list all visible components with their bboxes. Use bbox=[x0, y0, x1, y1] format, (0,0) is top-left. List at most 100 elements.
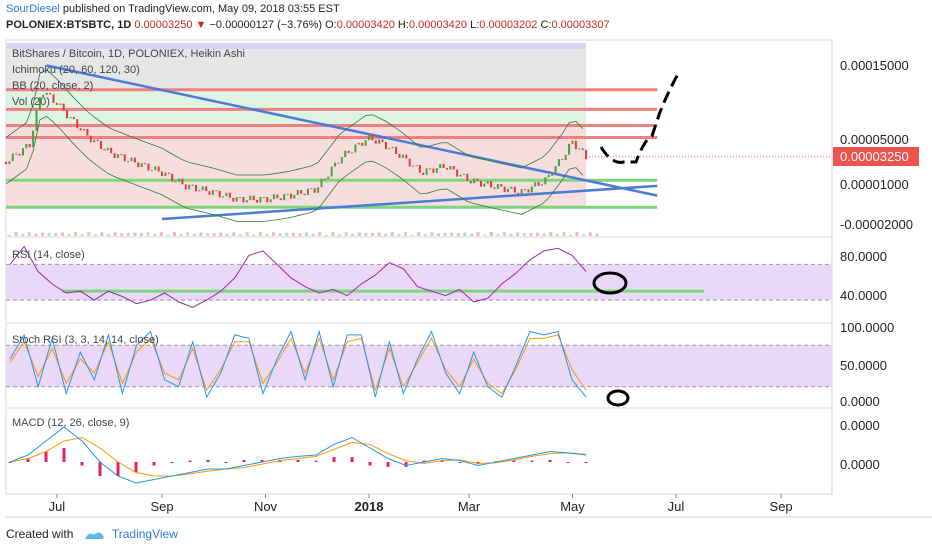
candle bbox=[334, 162, 337, 167]
macd-histogram-bar bbox=[80, 462, 84, 466]
volume-bar bbox=[542, 233, 546, 236]
candle bbox=[310, 188, 313, 190]
candle bbox=[483, 183, 486, 187]
volume-bar bbox=[549, 232, 553, 236]
volume-bar bbox=[232, 232, 236, 236]
volume-bar bbox=[351, 233, 355, 236]
price-tick-3: 0.00001000 bbox=[840, 177, 909, 192]
volume-bar bbox=[113, 232, 117, 236]
candle bbox=[140, 163, 143, 168]
time-tick-label: Mar bbox=[458, 499, 481, 514]
macd-pane bbox=[8, 426, 588, 484]
macd-histogram-bar bbox=[530, 460, 534, 462]
candle bbox=[581, 148, 584, 150]
volume-bar bbox=[212, 233, 216, 236]
candle bbox=[422, 172, 425, 175]
candle bbox=[120, 154, 123, 156]
volume-bar bbox=[463, 232, 467, 236]
volume-bar bbox=[225, 233, 229, 236]
price-tick-2: 0.00005000 bbox=[840, 132, 909, 147]
candle bbox=[344, 150, 347, 158]
candle bbox=[266, 197, 269, 203]
candle bbox=[113, 153, 116, 159]
candle bbox=[459, 174, 462, 177]
candle bbox=[106, 147, 109, 151]
candle bbox=[110, 147, 113, 154]
tradingview-brand[interactable]: TradingView bbox=[111, 527, 178, 541]
candle bbox=[354, 144, 357, 153]
volume-bar bbox=[199, 232, 203, 236]
macd-histogram-bar bbox=[548, 459, 552, 462]
stoch-tick-100: 100.0000 bbox=[840, 320, 894, 335]
c-value: 0.00003307 bbox=[551, 19, 610, 31]
candle bbox=[116, 154, 119, 159]
candle bbox=[259, 197, 262, 203]
created-with-text: Created with bbox=[6, 527, 74, 541]
volume-bar bbox=[80, 234, 84, 236]
candle bbox=[25, 143, 28, 149]
candle bbox=[52, 94, 55, 103]
candle bbox=[11, 153, 14, 162]
macd-histogram-bar bbox=[404, 462, 408, 467]
stoch-pane bbox=[6, 329, 832, 407]
candle bbox=[320, 178, 323, 188]
volume-bar bbox=[384, 233, 388, 236]
candle bbox=[534, 182, 537, 187]
volume-bar bbox=[410, 234, 414, 236]
macd-title: MACD (12, 26, close, 9) bbox=[12, 417, 129, 429]
candle bbox=[228, 192, 231, 198]
volume-bar bbox=[27, 232, 31, 236]
macd-histogram-bar bbox=[152, 462, 156, 466]
candle bbox=[167, 172, 170, 174]
candle bbox=[564, 154, 567, 161]
rsi-line bbox=[9, 245, 587, 308]
macd-histogram-bar bbox=[26, 458, 30, 462]
candle bbox=[76, 119, 79, 129]
candle bbox=[367, 134, 370, 141]
candle bbox=[313, 188, 316, 193]
volume-bar bbox=[272, 232, 275, 236]
price-chart-title: BitShares / Bitcoin, 1D, POLONIEX, Heiki… bbox=[12, 48, 245, 60]
candle bbox=[296, 190, 299, 195]
candle bbox=[340, 157, 343, 164]
candle bbox=[83, 128, 86, 131]
candle bbox=[8, 161, 11, 165]
volume-bar bbox=[47, 232, 51, 236]
candle bbox=[401, 154, 404, 158]
o-label: O: bbox=[325, 19, 337, 31]
volume-bar bbox=[390, 232, 394, 236]
volume-bar bbox=[522, 233, 526, 236]
candle bbox=[35, 109, 38, 131]
volume-bar bbox=[107, 233, 110, 236]
candle bbox=[374, 140, 377, 144]
candle bbox=[208, 191, 211, 195]
stoch-circle-drawing bbox=[606, 389, 630, 407]
volume-bar bbox=[146, 232, 150, 236]
candle bbox=[398, 153, 401, 158]
volume-bar bbox=[476, 232, 480, 236]
candle bbox=[276, 194, 279, 199]
volume-bar bbox=[159, 232, 163, 236]
volume-bar bbox=[252, 234, 256, 236]
last-price-label: 0.00003250 bbox=[840, 149, 909, 164]
volume-bar bbox=[126, 232, 130, 236]
candle bbox=[174, 181, 177, 183]
time-tick-label: 2018 bbox=[355, 499, 384, 514]
candle bbox=[578, 148, 581, 150]
author-link[interactable]: SourDiesel bbox=[6, 3, 60, 15]
volume-bar bbox=[404, 232, 407, 236]
macd-histogram-bar bbox=[188, 460, 192, 462]
volume-bar bbox=[166, 234, 170, 236]
volume-bar bbox=[344, 232, 348, 236]
candle bbox=[466, 173, 469, 181]
volume-bar bbox=[74, 232, 77, 236]
macd-histogram-bar bbox=[584, 462, 588, 463]
rsi-tick-80: 80.0000 bbox=[840, 249, 887, 264]
c-label: C: bbox=[540, 19, 552, 31]
candle bbox=[361, 142, 364, 146]
stoch-tick-0: 0.0000 bbox=[840, 394, 880, 409]
candle bbox=[289, 193, 292, 199]
macd-histogram-bar bbox=[566, 462, 570, 463]
volume-bar bbox=[357, 232, 361, 236]
